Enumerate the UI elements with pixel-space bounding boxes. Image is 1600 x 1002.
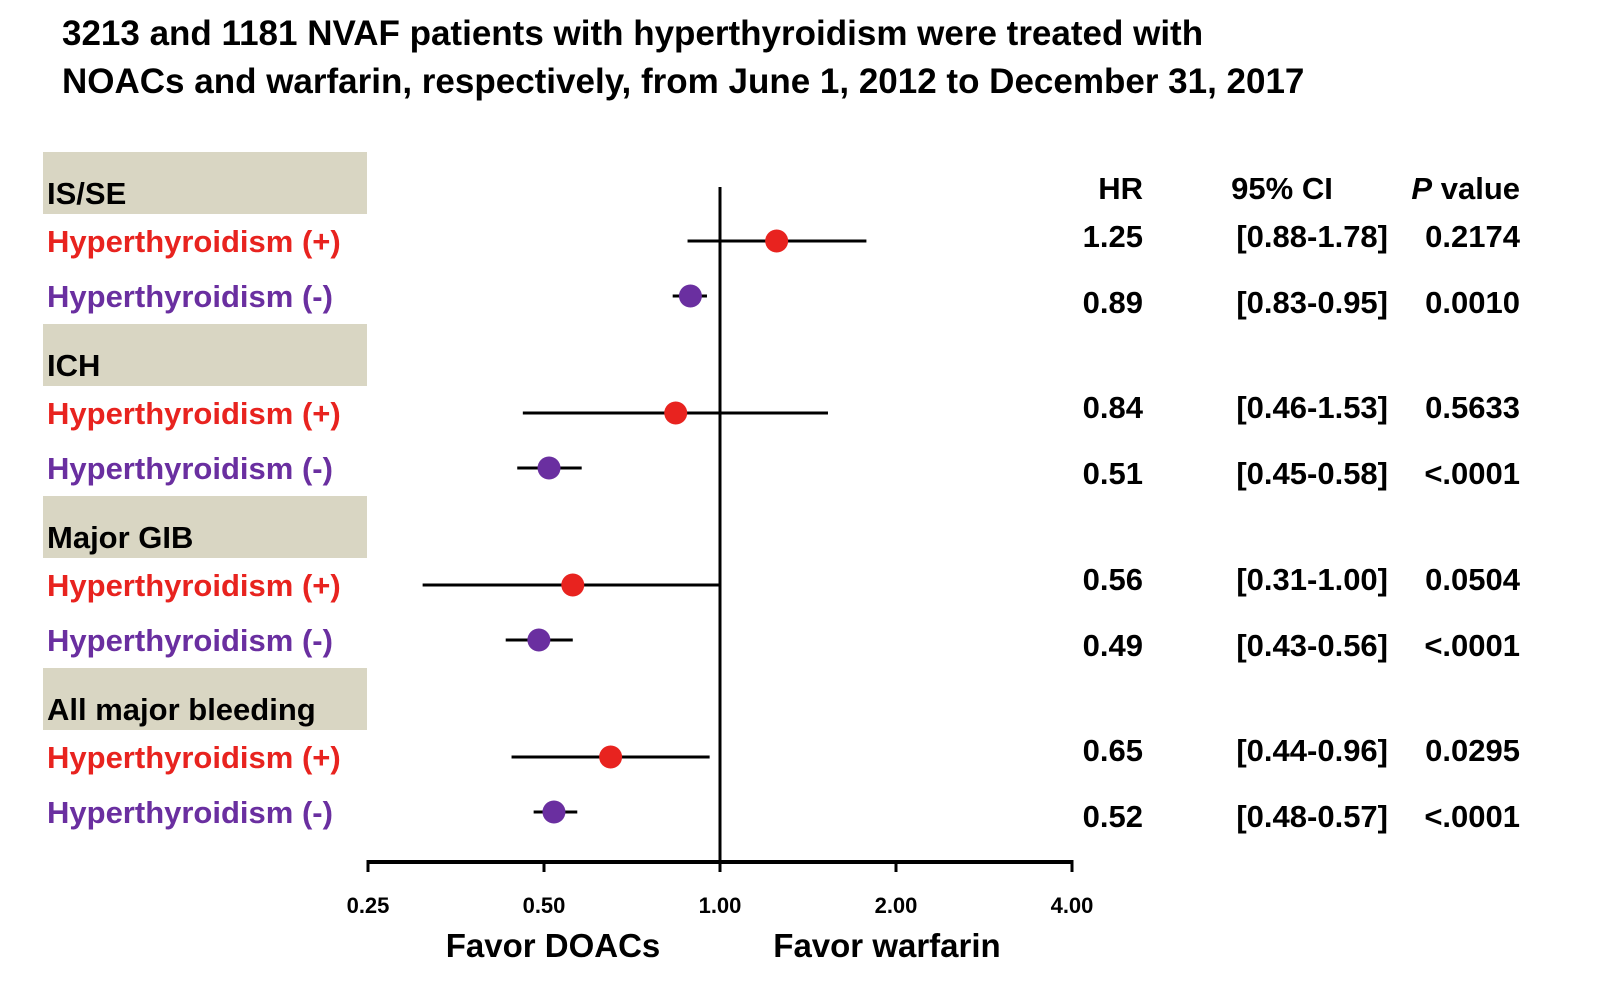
hr-value: 0.49 [1083,628,1143,663]
row-label: Hyperthyroidism (-) [47,795,333,830]
hr-point-positive [561,573,585,597]
hr-value: 1.25 [1083,219,1143,254]
group-header-bg [43,152,367,214]
x-tick-label: 2.00 [875,893,918,918]
p-value: <.0001 [1424,799,1520,834]
hr-point-negative [537,456,561,480]
x-tick-label: 1.00 [699,893,742,918]
title-line-1: 3213 and 1181 NVAF patients with hyperth… [62,14,1204,53]
column-header-p: P value [1411,171,1520,206]
p-value: 0.0010 [1425,285,1520,320]
hr-point-positive [599,745,623,769]
hr-value: 0.51 [1083,456,1143,491]
x-tick-label: 0.50 [523,893,566,918]
hr-point-positive [664,401,688,425]
hr-value: 0.52 [1083,799,1143,834]
group-header-bg [43,496,367,558]
hr-point-positive [765,229,789,253]
x-tick-label: 0.25 [347,893,390,918]
group-header-label: IS/SE [47,176,126,211]
ci-value: [0.88-1.78] [1236,219,1388,254]
hr-value: 0.56 [1083,562,1143,597]
hr-value: 0.89 [1083,285,1143,320]
hr-point-negative [542,800,566,824]
ci-value: [0.44-0.96] [1236,733,1388,768]
row-label: Hyperthyroidism (+) [47,568,341,603]
ci-value: [0.45-0.58] [1236,456,1388,491]
ci-value: [0.48-0.57] [1236,799,1388,834]
hr-value: 0.84 [1083,390,1144,425]
group-header-label: Major GIB [47,520,193,555]
column-header-hr: HR [1098,171,1143,206]
hr-point-negative [527,628,551,652]
ci-value: [0.46-1.53] [1236,390,1388,425]
group-header-bg [43,668,367,730]
favor-warfarin-label: Favor warfarin [773,927,1000,964]
ci-value: [0.31-1.00] [1236,562,1388,597]
row-label: Hyperthyroidism (+) [47,224,341,259]
ci-value: [0.43-0.56] [1236,628,1388,663]
title-line-2: NOACs and warfarin, respectively, from J… [62,62,1305,101]
p-value: <.0001 [1424,628,1520,663]
hr-value: 0.65 [1083,733,1143,768]
p-value: 0.0295 [1425,733,1520,768]
p-value: 0.2174 [1425,219,1521,254]
row-label: Hyperthyroidism (-) [47,279,333,314]
row-label: Hyperthyroidism (+) [47,740,341,775]
chart-title: 3213 and 1181 NVAF patients with hyperth… [62,10,1542,106]
group-header-bg [43,324,367,386]
column-header-ci: 95% CI [1231,171,1333,206]
row-label: Hyperthyroidism (+) [47,396,341,431]
p-value: 0.5633 [1425,390,1520,425]
x-tick-label: 4.00 [1051,893,1094,918]
row-label: Hyperthyroidism (-) [47,451,333,486]
row-label: Hyperthyroidism (-) [47,623,333,658]
hr-point-negative [678,284,702,308]
group-header-label: All major bleeding [47,692,316,727]
ci-value: [0.83-0.95] [1236,285,1388,320]
p-value: <.0001 [1424,456,1520,491]
group-header-label: ICH [47,348,100,383]
favor-doacs-label: Favor DOACs [446,927,661,964]
p-value: 0.0504 [1425,562,1521,597]
